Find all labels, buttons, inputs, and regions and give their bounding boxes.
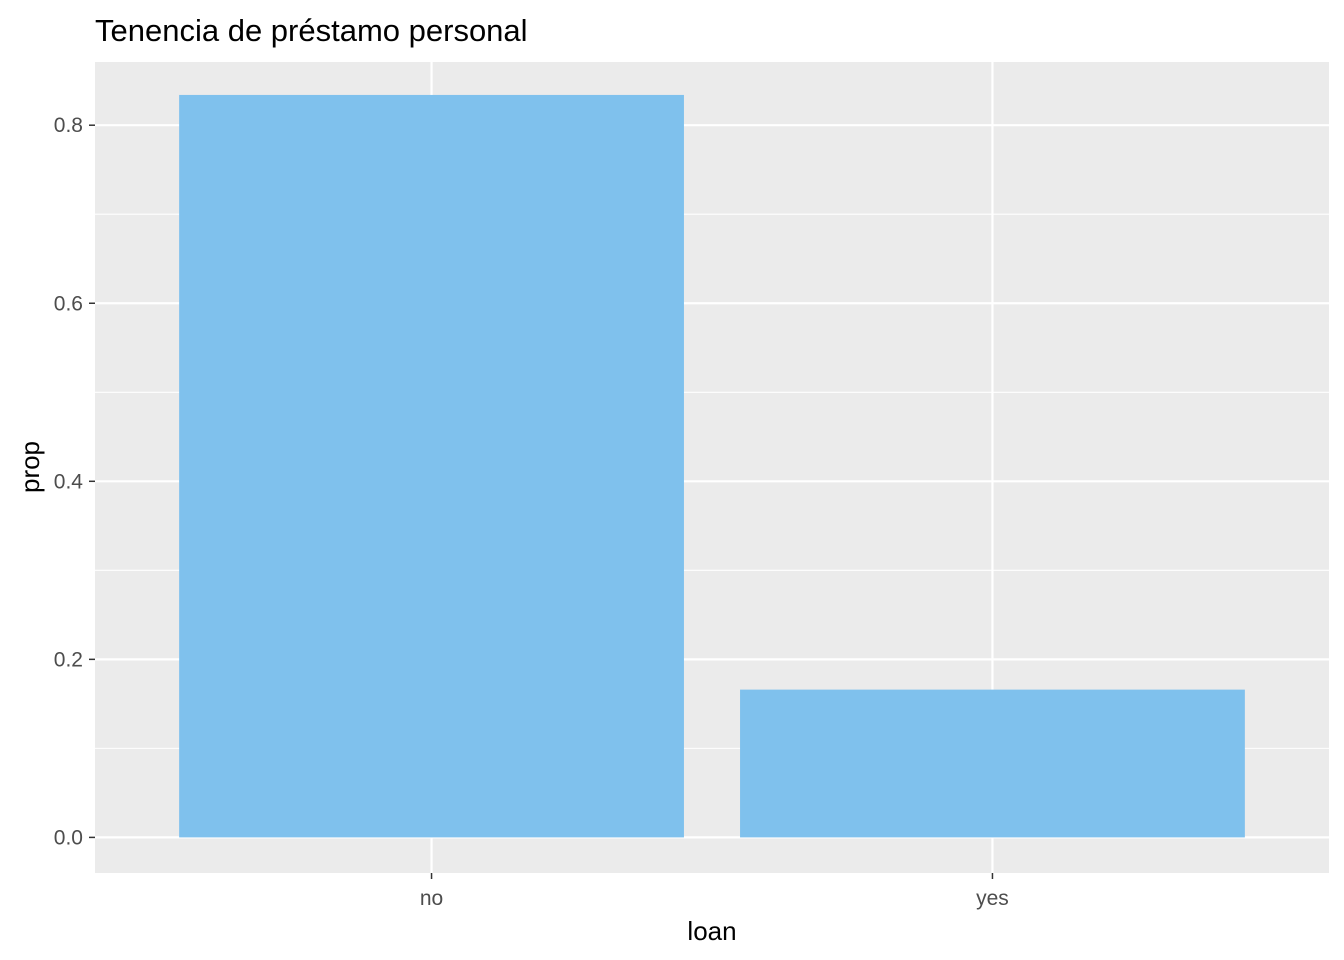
x-tick-label: yes [976, 887, 1009, 910]
y-tick-label: 0.6 [54, 292, 83, 315]
bar-yes [740, 689, 1245, 838]
y-tick-label: 0.4 [54, 470, 84, 493]
x-axis: no yes [420, 873, 1009, 910]
x-axis-title: loan [687, 916, 736, 946]
chart-title: Tenencia de préstamo personal [95, 13, 528, 48]
y-axis: 0.0 0.2 0.4 0.6 0.8 [54, 114, 95, 849]
x-tick-label: no [420, 887, 443, 910]
y-tick-label: 0.2 [54, 648, 83, 671]
y-tick-label: 0.0 [54, 826, 83, 849]
y-axis-title: prop [15, 441, 45, 493]
y-tick-label: 0.8 [54, 114, 83, 137]
bar-no [179, 94, 684, 838]
bars [179, 94, 1245, 838]
